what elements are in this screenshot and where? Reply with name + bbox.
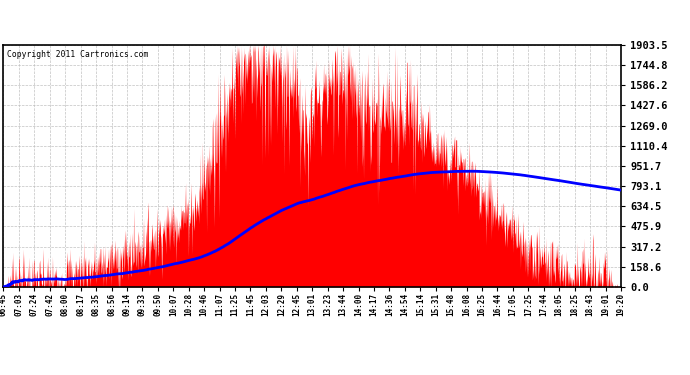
Text: Copyright 2011 Cartronics.com: Copyright 2011 Cartronics.com bbox=[6, 50, 148, 59]
Text: West Array Actual Power (red) & Running Average Power (Watts blue)  Sun Apr 24 1: West Array Actual Power (red) & Running … bbox=[61, 16, 629, 27]
